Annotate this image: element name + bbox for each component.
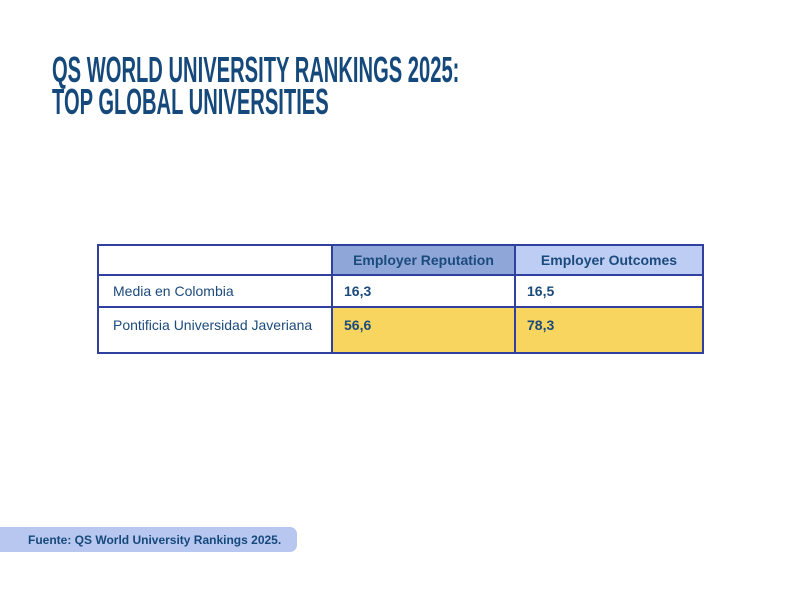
table-row-media-en-colombia: Media en Colombia 16,3 16,5 [97,274,704,308]
table-row-pontificia-javeriana: Pontificia Universidad Javeriana 56,6 78… [97,306,704,354]
value-cell-employer-reputation: 16,3 [331,274,516,308]
source-badge-label: Fuente: QS World University Rankings 202… [28,532,282,547]
row-label: Media en Colombia [97,274,333,308]
page-title-line1: QS WORLD UNIVERSITY RANKINGS 2025: [52,49,460,90]
rankings-table-container: Employer Reputation Employer Outcomes Me… [97,244,704,354]
page-title: QS WORLD UNIVERSITY RANKINGS 2025: TOP G… [52,49,460,122]
page-title-line2: TOP GLOBAL UNIVERSITIES [52,81,329,122]
corner-cell [97,244,333,276]
value-cell-employer-outcomes: 78,3 [514,306,704,354]
value-cell-employer-outcomes: 16,5 [514,274,704,308]
value-cell-employer-reputation: 56,6 [331,306,516,354]
col-header-employer-reputation: Employer Reputation [331,244,516,276]
rankings-table: Employer Reputation Employer Outcomes Me… [97,244,704,354]
row-label: Pontificia Universidad Javeriana [97,306,333,354]
table-header-row: Employer Reputation Employer Outcomes [97,244,704,276]
col-header-employer-outcomes: Employer Outcomes [514,244,704,276]
source-badge: Fuente: QS World University Rankings 202… [0,527,298,552]
